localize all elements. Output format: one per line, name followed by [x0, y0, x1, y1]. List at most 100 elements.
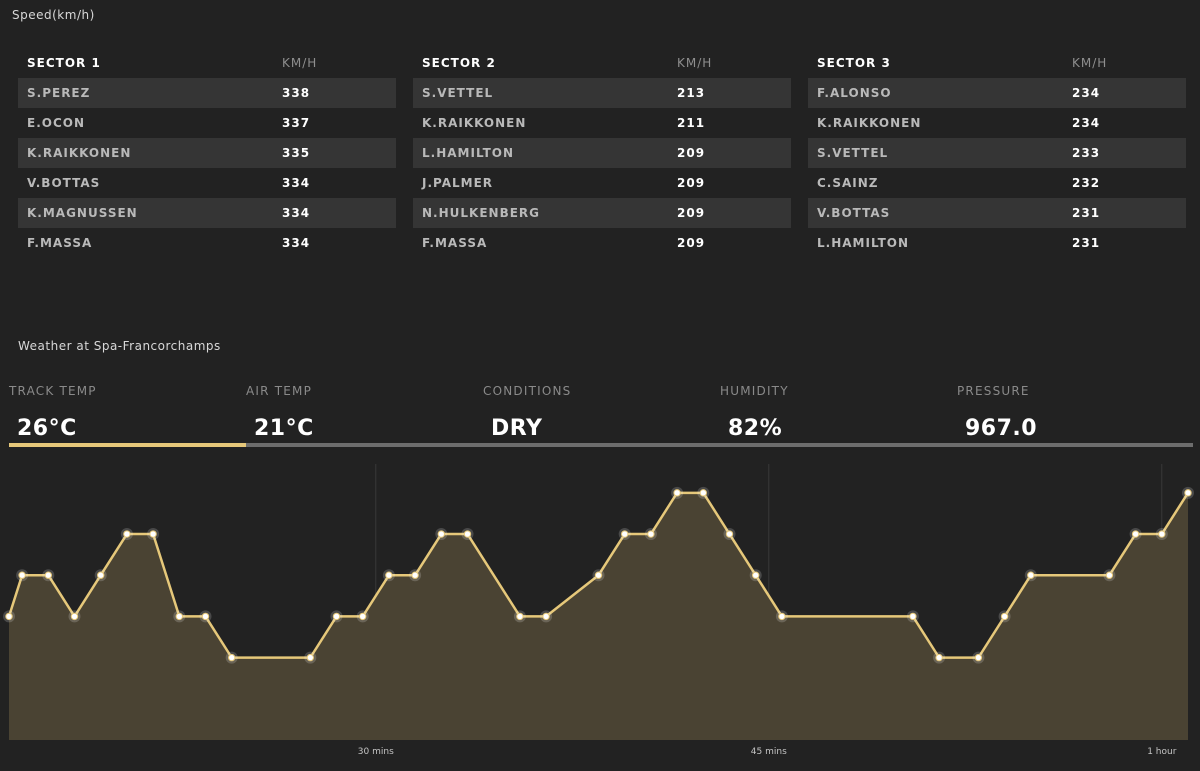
tab-humidity-label[interactable]: HUMIDITY — [720, 384, 789, 398]
data-point[interactable] — [1184, 489, 1192, 497]
data-point[interactable] — [359, 612, 367, 621]
sector-title: SECTOR 2 — [422, 56, 496, 70]
data-point[interactable] — [306, 653, 314, 662]
driver-name: S.VETTEL — [817, 146, 889, 160]
data-point[interactable] — [778, 612, 786, 621]
speed-value: 209 — [677, 206, 706, 220]
data-point[interactable] — [725, 530, 734, 538]
driver-name: K.RAIKKONEN — [817, 116, 922, 130]
data-point[interactable] — [123, 530, 131, 538]
data-point[interactable] — [935, 653, 943, 662]
table-row: K.RAIKKONEN 335 — [18, 138, 396, 168]
data-point[interactable] — [18, 571, 26, 579]
tab-active-indicator — [9, 443, 246, 447]
driver-name: C.SAINZ — [817, 176, 879, 190]
speed-value: 213 — [677, 86, 706, 100]
data-point[interactable] — [621, 530, 629, 538]
speed-value: 234 — [1072, 116, 1101, 130]
data-point[interactable] — [1131, 530, 1140, 538]
speed-value: 209 — [677, 176, 706, 190]
tab-track-temp-label[interactable]: TRACK TEMP — [9, 384, 97, 398]
data-point[interactable] — [437, 530, 445, 538]
driver-name: L.HAMILTON — [422, 146, 515, 160]
sector-header: SECTOR 1 KM/H — [18, 48, 396, 78]
data-point[interactable] — [97, 571, 105, 579]
sector-1-table: SECTOR 1 KM/H S.PEREZ 338 E.OCON 337 K.RAI… — [18, 48, 396, 258]
track-temp-chart: 30 mins 45 mins 1 hour — [3, 464, 1194, 757]
table-row: J.PALMER 209 — [413, 168, 791, 198]
driver-name: V.BOTTAS — [817, 206, 891, 220]
data-point[interactable] — [542, 612, 550, 621]
driver-name: F.ALONSO — [817, 86, 892, 100]
speed-section-title: Speed(km/h) — [12, 8, 95, 22]
unit-label: KM/H — [1072, 56, 1108, 70]
driver-name: K.RAIKKONEN — [422, 116, 527, 130]
data-point[interactable] — [411, 571, 419, 579]
data-point[interactable] — [201, 612, 210, 621]
data-point[interactable] — [463, 530, 472, 538]
tab-bar-track — [9, 443, 1193, 447]
driver-name: E.OCON — [27, 116, 86, 130]
data-point[interactable] — [974, 653, 983, 662]
unit-label: KM/H — [677, 56, 713, 70]
data-point[interactable] — [594, 571, 603, 579]
data-point[interactable] — [1027, 571, 1035, 579]
data-point[interactable] — [647, 530, 655, 538]
tab-humidity-value[interactable]: 82% — [728, 416, 783, 441]
data-point[interactable] — [5, 612, 13, 621]
area-fill — [9, 492, 1188, 740]
tab-pressure-label[interactable]: PRESSURE — [957, 384, 1030, 398]
series-line — [7, 491, 1190, 659]
driver-name: L.HAMILTON — [817, 236, 910, 250]
driver-name: F.MASSA — [422, 236, 488, 250]
speed-value: 337 — [282, 116, 311, 130]
sector-title: SECTOR 1 — [27, 56, 101, 70]
sector-3-table: SECTOR 3 KM/H F.ALONSO 234 K.RAIKKONEN 234… — [808, 48, 1186, 258]
speed-value: 232 — [1072, 176, 1101, 190]
data-point[interactable] — [909, 612, 917, 621]
x-tick-label: 1 hour — [1147, 747, 1177, 757]
weather-section-title: Weather at Spa-Francorchamps — [18, 339, 221, 353]
driver-name: N.HULKENBERG — [422, 206, 541, 220]
tab-pressure-value[interactable]: 967.0 — [965, 416, 1038, 441]
speed-value: 209 — [677, 236, 706, 250]
data-point[interactable] — [516, 612, 524, 621]
data-point[interactable] — [175, 612, 184, 621]
tab-conditions-label[interactable]: CONDITIONS — [483, 384, 572, 398]
data-point[interactable] — [1158, 530, 1166, 538]
x-tick-label: 30 mins — [358, 747, 394, 757]
sector-title: SECTOR 3 — [817, 56, 891, 70]
data-point[interactable] — [332, 612, 341, 621]
table-row: F.ALONSO 234 — [808, 78, 1186, 108]
tab-track-temp-value[interactable]: 26°C — [17, 416, 77, 441]
data-point[interactable] — [70, 612, 79, 621]
driver-name: F.MASSA — [27, 236, 93, 250]
data-point[interactable] — [385, 571, 393, 579]
table-row: L.HAMILTON 209 — [413, 138, 791, 168]
tab-air-temp-label[interactable]: AIR TEMP — [246, 384, 313, 398]
tab-air-temp-value[interactable]: 21°C — [254, 416, 314, 441]
data-point[interactable] — [1105, 571, 1114, 579]
driver-name: S.PEREZ — [27, 86, 91, 100]
data-point[interactable] — [673, 489, 681, 497]
table-row: N.HULKENBERG 209 — [413, 198, 791, 228]
data-point[interactable] — [1000, 612, 1009, 621]
table-row: F.MASSA 209 — [413, 228, 791, 258]
speed-value: 335 — [282, 146, 311, 160]
driver-name: S.VETTEL — [422, 86, 494, 100]
tab-conditions-value[interactable]: DRY — [491, 416, 543, 441]
speed-value: 209 — [677, 146, 706, 160]
data-point[interactable] — [228, 653, 236, 662]
sector-header: SECTOR 3 KM/H — [808, 48, 1186, 78]
speed-value: 338 — [282, 86, 311, 100]
table-row: S.PEREZ 338 — [18, 78, 396, 108]
data-point[interactable] — [44, 571, 52, 579]
data-point[interactable] — [699, 489, 707, 497]
data-point[interactable] — [149, 530, 157, 538]
speed-value: 334 — [282, 176, 311, 190]
table-row: K.MAGNUSSEN 334 — [18, 198, 396, 228]
table-row: S.VETTEL 233 — [808, 138, 1186, 168]
data-point[interactable] — [752, 571, 760, 579]
speed-value: 231 — [1072, 236, 1101, 250]
table-row: E.OCON 337 — [18, 108, 396, 138]
